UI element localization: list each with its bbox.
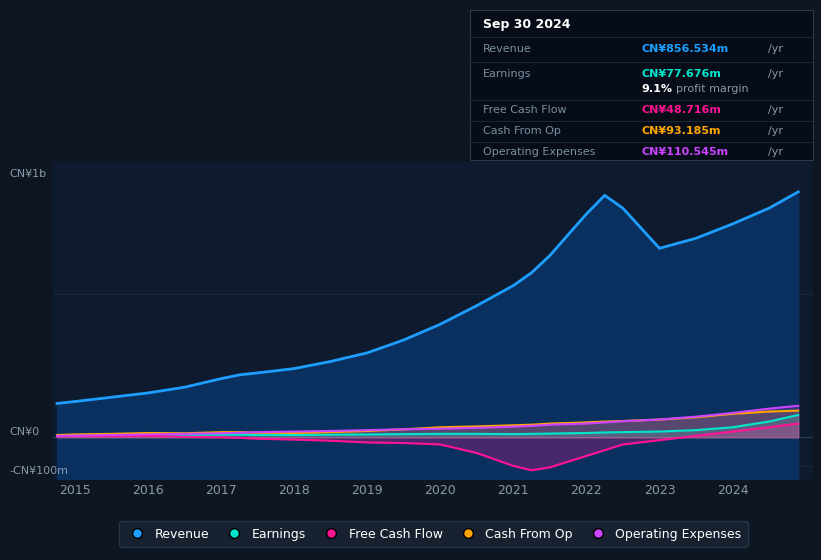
Text: /yr: /yr — [768, 105, 783, 115]
Text: Free Cash Flow: Free Cash Flow — [484, 105, 567, 115]
Text: Cash From Op: Cash From Op — [484, 126, 562, 136]
Text: -CN¥100m: -CN¥100m — [10, 466, 69, 476]
Text: Sep 30 2024: Sep 30 2024 — [484, 18, 571, 31]
Text: Revenue: Revenue — [484, 44, 532, 54]
Text: CN¥1b: CN¥1b — [10, 169, 47, 179]
Text: CN¥110.545m: CN¥110.545m — [641, 147, 728, 157]
Text: 9.1%: 9.1% — [641, 84, 672, 94]
Legend: Revenue, Earnings, Free Cash Flow, Cash From Op, Operating Expenses: Revenue, Earnings, Free Cash Flow, Cash … — [118, 521, 748, 547]
Text: Earnings: Earnings — [484, 69, 532, 79]
Text: profit margin: profit margin — [676, 84, 748, 94]
Text: CN¥48.716m: CN¥48.716m — [641, 105, 721, 115]
Text: Operating Expenses: Operating Expenses — [484, 147, 596, 157]
Text: CN¥93.185m: CN¥93.185m — [641, 126, 721, 136]
Text: CN¥77.676m: CN¥77.676m — [641, 69, 721, 79]
Text: /yr: /yr — [768, 69, 783, 79]
Text: CN¥856.534m: CN¥856.534m — [641, 44, 728, 54]
Text: /yr: /yr — [768, 126, 783, 136]
Text: /yr: /yr — [768, 147, 783, 157]
Text: /yr: /yr — [768, 44, 783, 54]
Text: CN¥0: CN¥0 — [10, 427, 40, 437]
